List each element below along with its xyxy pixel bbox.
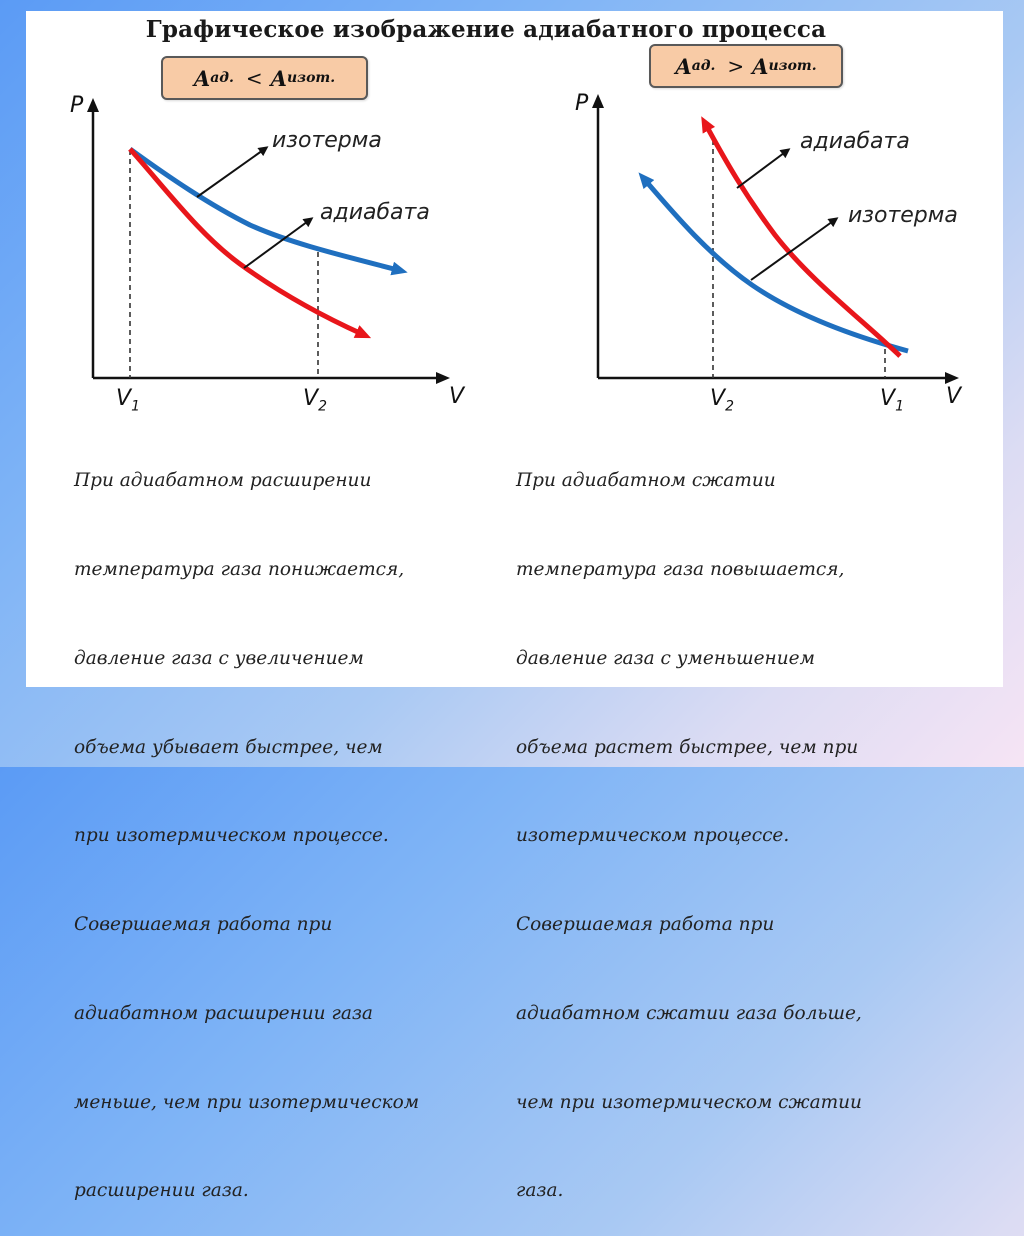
isotherm-pointer-arrow	[196, 146, 269, 198]
description-line: изотермическом процессе.	[516, 825, 790, 847]
subscript-isothermal: изот.	[768, 58, 817, 74]
right-y-axis-label: P	[575, 91, 589, 116]
slide-panel	[26, 11, 1003, 687]
description-line: расширении газа.	[74, 1180, 249, 1202]
isotherm-pointer-arrow	[750, 217, 839, 281]
adiabat-pointer-arrow	[736, 148, 791, 189]
adiabat-curve	[128, 147, 372, 339]
formula-box-right: A ад. > A изот.	[649, 44, 843, 88]
formula-box-left: A ад. < A изот.	[161, 56, 368, 100]
subscript-adiabatic: ад.	[691, 58, 716, 74]
description-line: чем при изотермическом сжатии	[516, 1091, 862, 1113]
isotherm-curve	[638, 172, 909, 354]
description-line: адиабатном расширении газа	[74, 1002, 373, 1024]
page-title: Графическое изображение адиабатного проц…	[0, 16, 1024, 43]
left-y-axis-label: P	[70, 93, 84, 118]
description-line: давление газа с увеличением	[74, 647, 364, 669]
right-tick-v2: V2	[710, 386, 734, 415]
description-line: адиабатном сжатии газа больше,	[516, 1002, 862, 1024]
description-line: объема растет быстрее, чем при	[516, 736, 859, 758]
isotherm-curve	[128, 146, 408, 276]
right-x-axis-label: V	[946, 384, 962, 409]
description-line: Совершаемая работа при	[516, 914, 775, 936]
right-adiabat-label: адиабата	[800, 129, 910, 154]
description-expansion: При адиабатном расширении температура га…	[74, 407, 419, 1236]
subscript-adiabatic: ад.	[210, 70, 234, 86]
left-tick-v1: V1	[116, 386, 140, 415]
left-tick-v2: V2	[303, 386, 327, 415]
adiabat-curve	[701, 116, 902, 358]
work-symbol: A	[752, 53, 769, 79]
description-line: При адиабатном сжатии	[516, 470, 776, 492]
description-line: газа.	[516, 1180, 564, 1202]
description-line: при изотермическом процессе.	[74, 825, 389, 847]
chart-expansion	[87, 98, 450, 384]
chart-compression	[592, 94, 959, 384]
description-line: температура газа повышается,	[516, 558, 845, 580]
title-text: Графическое изображение адиабатного проц…	[145, 16, 827, 43]
right-isotherm-label: изотерма	[848, 203, 958, 228]
description-line: меньше, чем при изотермическом	[74, 1091, 420, 1113]
description-line: давление газа с уменьшением	[516, 647, 815, 669]
work-symbol: A	[193, 65, 211, 91]
description-line: температура газа понижается,	[74, 558, 405, 580]
left-adiabat-label: адиабата	[320, 200, 430, 225]
work-symbol: A	[270, 65, 287, 91]
left-x-axis-label: V	[449, 384, 465, 409]
description-line: Совершаемая работа при	[74, 914, 333, 936]
left-isotherm-label: изотерма	[272, 128, 382, 153]
subscript-isothermal: изот.	[286, 70, 336, 86]
adiabat-pointer-arrow	[243, 217, 314, 269]
description-line: объема убывает быстрее, чем	[74, 736, 383, 758]
right-tick-v1: V1	[880, 386, 904, 415]
comparison-operator: >	[727, 54, 745, 78]
pv-diagrams	[87, 94, 959, 384]
description-line: При адиабатном расширении	[74, 470, 372, 492]
description-compression: При адиабатном сжатии температура газа п…	[516, 407, 862, 1236]
work-symbol: A	[675, 53, 692, 79]
comparison-operator: <	[245, 66, 263, 90]
